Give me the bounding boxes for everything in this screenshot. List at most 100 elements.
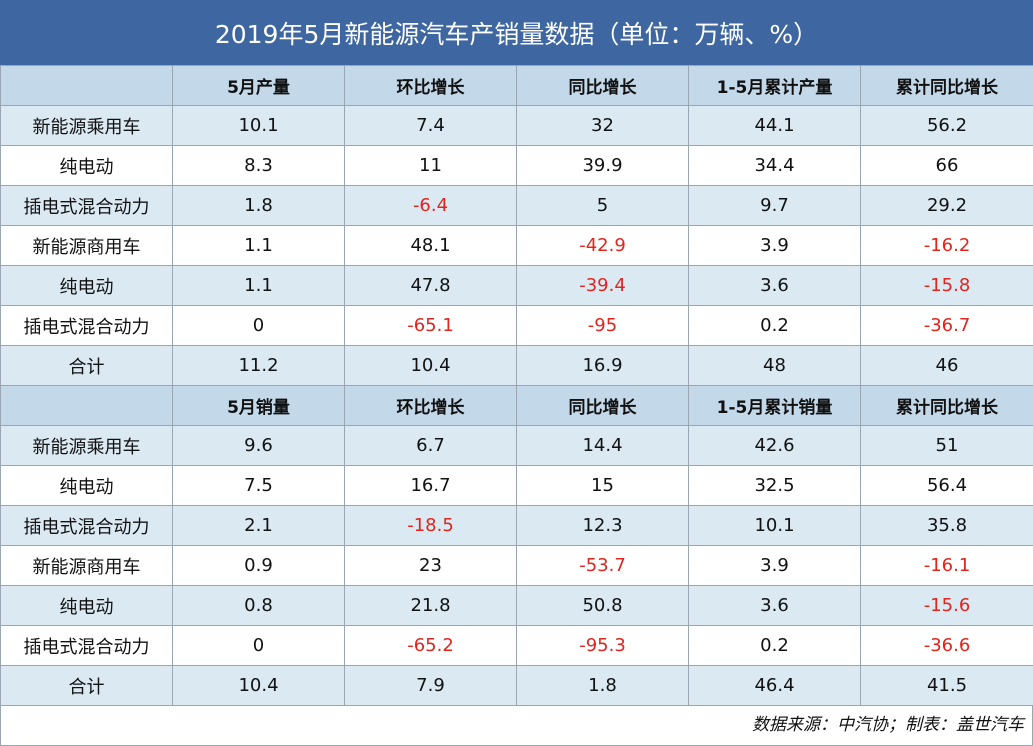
table-row: 新能源商用车 0.9 23 -53.7 3.9 -16.1 — [0, 545, 1033, 586]
table-cell: 9.7 — [688, 185, 861, 226]
table-cell: 32 — [516, 105, 689, 146]
table-cell: 10.1 — [688, 505, 861, 546]
table-cell: 44.1 — [688, 105, 861, 146]
table-cell: -95.3 — [516, 625, 689, 666]
table-cell: 11.2 — [172, 345, 345, 386]
column-header: 1-5月累计产量 — [688, 65, 861, 106]
table-cell: 48.1 — [344, 225, 517, 266]
table-cell: 16.7 — [344, 465, 517, 506]
table-cell: -36.6 — [860, 625, 1033, 666]
table-cell: -95 — [516, 305, 689, 346]
row-label: 新能源商用车 — [0, 545, 173, 586]
production-header-row: 5月产量 环比增长 同比增长 1-5月累计产量 累计同比增长 — [0, 65, 1033, 106]
table-cell: 12.3 — [516, 505, 689, 546]
table-cell: 8.3 — [172, 145, 345, 186]
column-header: 5月销量 — [172, 385, 345, 426]
table-cell: 3.9 — [688, 545, 861, 586]
table-cell: 39.9 — [516, 145, 689, 186]
table-cell: 56.2 — [860, 105, 1033, 146]
table-cell: 2.1 — [172, 505, 345, 546]
table-cell: -65.1 — [344, 305, 517, 346]
table-row: 新能源乘用车 10.1 7.4 32 44.1 56.2 — [0, 105, 1033, 146]
column-header: 同比增长 — [516, 385, 689, 426]
table-cell: -16.2 — [860, 225, 1033, 266]
table-row: 纯电动 1.1 47.8 -39.4 3.6 -15.8 — [0, 265, 1033, 306]
table-cell: 16.9 — [516, 345, 689, 386]
table-cell: -65.2 — [344, 625, 517, 666]
table-cell: 48 — [688, 345, 861, 386]
table-cell: 35.8 — [860, 505, 1033, 546]
table-row: 插电式混合动力 2.1 -18.5 12.3 10.1 35.8 — [0, 505, 1033, 546]
data-table: 5月产量 环比增长 同比增长 1-5月累计产量 累计同比增长 新能源乘用车 10.1 7.4 3… — [0, 65, 1033, 706]
table-cell: 10.1 — [172, 105, 345, 146]
table-cell: 29.2 — [860, 185, 1033, 226]
table-cell: 10.4 — [344, 345, 517, 386]
table-cell: 56.4 — [860, 465, 1033, 506]
table-row: 插电式混合动力 0 -65.2 -95.3 0.2 -36.6 — [0, 625, 1033, 666]
table-row: 插电式混合动力 0 -65.1 -95 0.2 -36.7 — [0, 305, 1033, 346]
table-cell: 1.1 — [172, 225, 345, 266]
table-cell: 10.4 — [172, 665, 345, 706]
table-row: 纯电动 0.8 21.8 50.8 3.6 -15.6 — [0, 585, 1033, 626]
table-row: 插电式混合动力 1.8 -6.4 5 9.7 29.2 — [0, 185, 1033, 226]
table-cell: -36.7 — [860, 305, 1033, 346]
row-label: 纯电动 — [0, 465, 173, 506]
column-header — [0, 385, 173, 426]
row-label: 新能源乘用车 — [0, 425, 173, 466]
column-header: 5月产量 — [172, 65, 345, 106]
table-cell: -15.6 — [860, 585, 1033, 626]
table-cell: 32.5 — [688, 465, 861, 506]
row-label: 新能源乘用车 — [0, 105, 173, 146]
table-row: 纯电动 8.3 11 39.9 34.4 66 — [0, 145, 1033, 186]
table-cell: 6.7 — [344, 425, 517, 466]
table-row: 纯电动 7.5 16.7 15 32.5 56.4 — [0, 465, 1033, 506]
table-cell: 3.6 — [688, 585, 861, 626]
row-label: 合计 — [0, 345, 173, 386]
column-header: 1-5月累计销量 — [688, 385, 861, 426]
table-cell: 0.9 — [172, 545, 345, 586]
table-cell: -42.9 — [516, 225, 689, 266]
table-cell: 15 — [516, 465, 689, 506]
table-cell: -15.8 — [860, 265, 1033, 306]
table-row: 合计 10.4 7.9 1.8 46.4 41.5 — [0, 665, 1033, 706]
row-label: 纯电动 — [0, 585, 173, 626]
row-label: 插电式混合动力 — [0, 505, 173, 546]
table-cell: 0.2 — [688, 625, 861, 666]
column-header: 累计同比增长 — [860, 65, 1033, 106]
row-label: 插电式混合动力 — [0, 305, 173, 346]
table-cell: 47.8 — [344, 265, 517, 306]
row-label: 纯电动 — [0, 145, 173, 186]
column-header: 同比增长 — [516, 65, 689, 106]
table-row: 合计 11.2 10.4 16.9 48 46 — [0, 345, 1033, 386]
table-cell: 0.2 — [688, 305, 861, 346]
table-cell: 41.5 — [860, 665, 1033, 706]
table-cell: 7.4 — [344, 105, 517, 146]
row-label: 纯电动 — [0, 265, 173, 306]
table-cell: 23 — [344, 545, 517, 586]
column-header: 环比增长 — [344, 385, 517, 426]
table-cell: 0 — [172, 305, 345, 346]
table-cell: 46 — [860, 345, 1033, 386]
table-row: 新能源商用车 1.1 48.1 -42.9 3.9 -16.2 — [0, 225, 1033, 266]
table-cell: 42.6 — [688, 425, 861, 466]
table-cell: 0 — [172, 625, 345, 666]
table-cell: -6.4 — [344, 185, 517, 226]
table-cell: 1.8 — [516, 665, 689, 706]
source-note: 数据来源：中汽协；制表：盖世汽车 — [0, 705, 1033, 746]
row-label: 插电式混合动力 — [0, 185, 173, 226]
table-cell: 9.6 — [172, 425, 345, 466]
table-title: 2019年5月新能源汽车产销量数据（单位：万辆、%） — [0, 0, 1033, 65]
column-header — [0, 65, 173, 106]
row-label: 合计 — [0, 665, 173, 706]
table-cell: 7.5 — [172, 465, 345, 506]
table-cell: 50.8 — [516, 585, 689, 626]
table-cell: 1.1 — [172, 265, 345, 306]
column-header: 环比增长 — [344, 65, 517, 106]
row-label: 插电式混合动力 — [0, 625, 173, 666]
table-row: 新能源乘用车 9.6 6.7 14.4 42.6 51 — [0, 425, 1033, 466]
table-cell: 7.9 — [344, 665, 517, 706]
column-header: 累计同比增长 — [860, 385, 1033, 426]
table-cell: 34.4 — [688, 145, 861, 186]
table-cell: -53.7 — [516, 545, 689, 586]
